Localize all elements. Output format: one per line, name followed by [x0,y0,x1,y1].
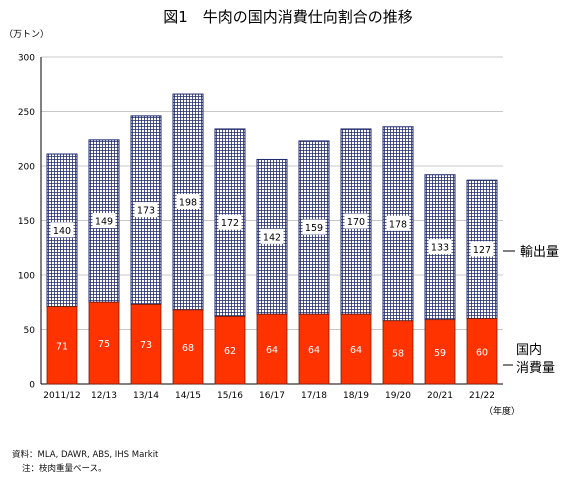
data-label-domestic: 68 [182,343,194,354]
bar-domestic [298,313,330,385]
y-axis-unit: （万トン） [4,29,49,40]
data-label-box [134,202,158,218]
footnote: 注：枝肉重量ベース。 [22,464,107,474]
data-label-export: 127 [473,245,491,256]
data-label-export: 142 [263,232,281,243]
x-tick-label: 2011/12 [43,391,80,401]
data-label-box [386,215,410,231]
y-tick-label: 150 [18,217,35,227]
data-label-domestic: 64 [308,345,320,356]
x-tick-label: 14/15 [175,391,201,401]
data-label-domestic: 75 [98,339,110,350]
data-label-domestic: 73 [140,340,152,351]
bar-group: 127 60 [466,179,498,385]
bar-group: 198 68 [172,93,204,385]
bar-group: 159 64 [298,140,330,385]
y-tick-label: 200 [18,163,35,173]
x-tick-label: 15/16 [217,391,243,401]
legend: 輸出量 国内 消費量 [503,245,559,376]
data-label-domestic: 62 [224,346,236,357]
x-tick-label: 21/22 [469,391,495,401]
legend-export-label: 輸出量 [520,245,559,260]
y-tick-label: 300 [18,54,35,64]
data-label-box [428,239,452,255]
bar-domestic [382,320,414,385]
data-label-export: 173 [137,206,155,217]
data-label-box [344,213,368,229]
bar-group: 170 64 [340,128,372,385]
bar-group: 172 62 [214,128,246,385]
bar-group: 142 64 [256,158,288,385]
data-label-export: 178 [389,219,407,230]
y-tick-label: 250 [18,108,35,118]
data-label-box [470,241,494,257]
x-tick-label: 18/19 [343,391,369,401]
x-tick-label: 20/21 [427,391,453,401]
bar-domestic [172,309,204,385]
data-label-box [218,214,242,230]
x-tick-label: 16/17 [259,391,285,401]
bar-domestic [130,304,162,385]
data-label-export: 140 [53,226,71,237]
x-tick-label: 13/14 [133,391,159,401]
y-tick-label: 50 [24,326,36,336]
bar-domestic [214,316,246,385]
data-label-export: 198 [179,197,197,208]
bar-group: 149 75 [88,139,120,385]
legend-domestic-label-line1: 国内 [516,342,542,358]
data-label-box [260,228,284,244]
y-tick-label: 0 [29,381,35,391]
data-label-domestic: 71 [56,341,68,352]
data-label-box [176,193,200,209]
legend-domestic-label-line2: 消費量 [516,361,555,376]
data-label-export: 149 [95,217,113,228]
stacked-bar-chart: 図1 牛肉の国内消費仕向割合の推移 （万トン） 0 50 100 150 200 250 3… [4,8,559,417]
data-label-export: 172 [221,218,239,229]
bar-domestic [340,313,372,385]
bar-domestic [46,306,78,385]
data-label-export: 159 [305,223,323,234]
data-label-domestic: 64 [350,345,362,356]
y-tick-label: 100 [18,272,35,282]
bar-group: 133 59 [424,174,456,385]
bar-domestic [466,318,498,385]
source-note: 資料：MLA, DAWR, ABS, IHS Markit [12,450,159,460]
data-label-box [92,213,116,229]
bar-domestic [256,313,288,385]
data-label-box [50,222,74,238]
chart-title: 図1 牛肉の国内消費仕向割合の推移 [163,8,413,26]
x-axis-ticks: 2011/12 12/13 13/14 14/15 15/16 16/17 17/18 18/… [43,391,495,401]
x-tick-label: 12/13 [91,391,117,401]
bars: 140 71 149 75 173 73 198 68 172 62 142 64 159 64 170 64… [46,93,498,385]
bar-domestic [88,301,120,385]
data-label-box [302,219,326,235]
data-label-domestic: 59 [434,348,446,359]
x-axis-unit: （年度） [484,405,520,417]
data-label-domestic: 58 [392,348,404,359]
x-tick-label: 19/20 [385,391,411,401]
data-label-export: 170 [347,217,365,228]
x-tick-label: 17/18 [301,391,327,401]
bar-domestic [424,319,456,385]
data-label-domestic: 64 [266,345,278,356]
data-label-domestic: 60 [476,347,488,358]
bar-group: 140 71 [46,153,78,385]
bar-group: 178 58 [382,126,414,385]
bar-group: 173 73 [130,115,162,385]
data-label-export: 133 [431,243,449,254]
